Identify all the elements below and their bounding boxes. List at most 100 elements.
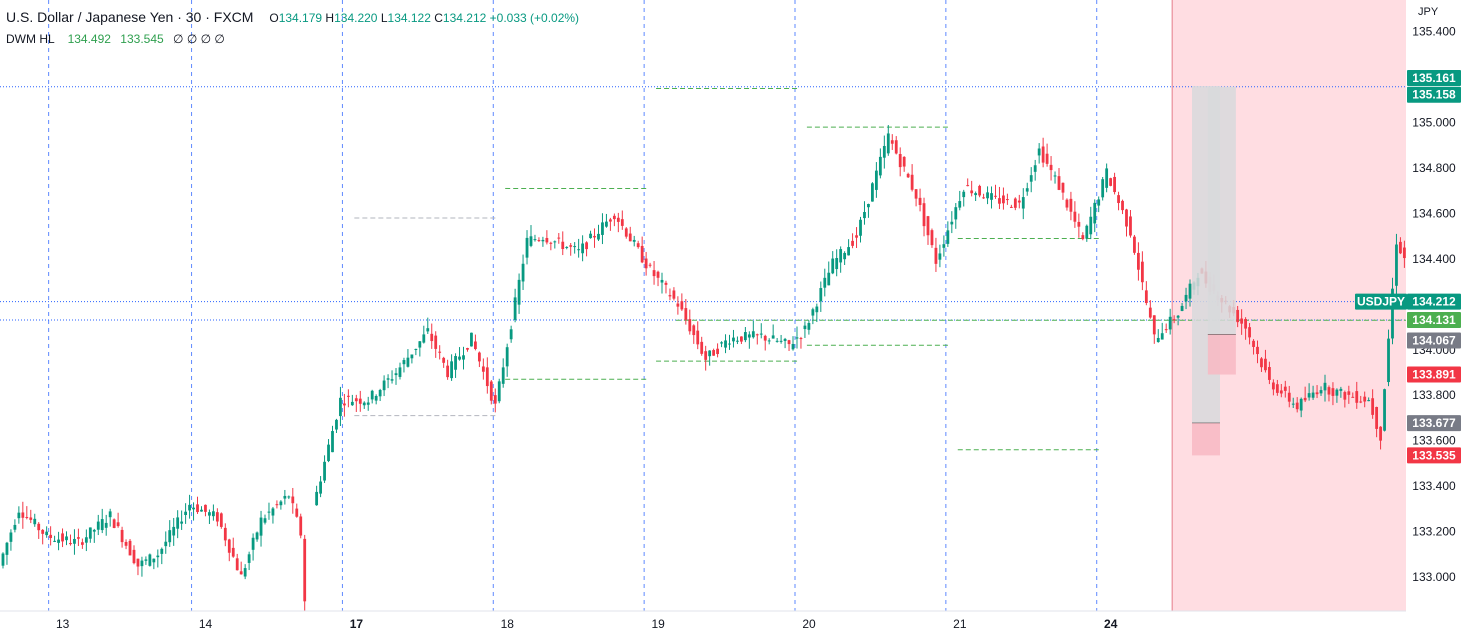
candle-body — [668, 295, 672, 297]
candle-body — [235, 558, 239, 571]
candle-body — [859, 219, 862, 236]
candle-body — [930, 230, 934, 246]
candle-body — [1121, 200, 1124, 211]
candle-body — [481, 366, 485, 372]
candle-body — [485, 367, 489, 387]
price-badge — [1407, 447, 1461, 464]
candle-body — [680, 301, 684, 310]
candle-body — [994, 195, 997, 197]
candle-body — [1009, 206, 1013, 208]
candle-body — [5, 542, 9, 555]
candle-body — [898, 154, 902, 168]
candle-body — [1073, 211, 1077, 222]
candle-body — [489, 381, 493, 401]
candle-body — [537, 240, 541, 242]
candle-body — [49, 534, 53, 539]
candle-body — [720, 342, 723, 344]
candle-body — [390, 379, 394, 381]
candle-body — [1375, 407, 1379, 429]
candle-body — [978, 185, 982, 196]
candle-body — [61, 533, 64, 542]
candle-body — [1065, 199, 1069, 208]
candle-body — [501, 367, 505, 384]
candle-body — [25, 516, 29, 518]
candle-body — [374, 395, 378, 401]
candle-body — [65, 536, 68, 541]
candle-body — [1156, 337, 1160, 343]
candle-body — [466, 348, 469, 350]
candle-body — [1172, 319, 1176, 321]
candle-body — [382, 380, 386, 391]
candle-body — [398, 367, 402, 377]
x-tick-label: 19 — [651, 617, 665, 631]
price-badge-label: 133.535 — [1412, 448, 1456, 462]
candle-body — [128, 540, 132, 556]
candle-body — [204, 504, 207, 512]
close-value: 134.212 — [442, 11, 487, 25]
candle-body — [1315, 392, 1319, 395]
candle-body — [1307, 393, 1311, 398]
candle-body — [227, 539, 231, 553]
candle-body — [664, 282, 668, 285]
candle-body — [9, 532, 13, 542]
candle-body — [358, 398, 362, 404]
x-tick-label: 21 — [953, 617, 967, 631]
change-value: +0.033 (+0.02%) — [489, 11, 580, 25]
candle-body — [1379, 426, 1382, 441]
candle-body — [1160, 333, 1164, 340]
candle-body — [843, 252, 847, 260]
candle-body — [684, 308, 688, 320]
candle-body — [1355, 391, 1359, 403]
candle-body — [263, 518, 267, 523]
candle-body — [628, 233, 632, 242]
candle-body — [1402, 247, 1406, 259]
candle-body — [934, 247, 938, 264]
candle-body — [577, 249, 581, 251]
indicator-name[interactable]: DWM HL — [6, 32, 55, 46]
candle-body — [767, 340, 771, 342]
candle-body — [96, 521, 100, 530]
candle-body — [585, 242, 588, 250]
candle-body — [513, 297, 517, 320]
candle-body — [208, 512, 211, 516]
candle-body — [354, 398, 358, 402]
candle-body — [33, 518, 37, 525]
price-badge — [1407, 86, 1461, 103]
candle-body — [1069, 198, 1073, 212]
price-badge-label: 135.161 — [1412, 71, 1456, 85]
candle-body — [759, 333, 763, 335]
candle-body — [656, 271, 660, 278]
candle-body — [140, 560, 144, 567]
price-badge-label: 134.212 — [1412, 295, 1456, 309]
candle-body — [458, 356, 461, 360]
axis-currency-label[interactable]: JPY — [1418, 6, 1439, 18]
price-badge — [1407, 70, 1461, 87]
candle-body — [77, 537, 80, 539]
x-tick-label: 20 — [802, 617, 816, 631]
candle-body — [21, 512, 25, 518]
candle-body — [474, 341, 477, 350]
indicator-legend[interactable]: DWM HL 134.492 133.545 ∅ ∅ ∅ ∅ — [6, 32, 225, 46]
candle-body — [787, 340, 791, 345]
candle-body — [918, 197, 922, 205]
candle-body — [974, 193, 978, 196]
candle-body — [124, 541, 128, 546]
candle-body — [327, 444, 330, 462]
candle-body — [1291, 403, 1295, 405]
candle-body — [775, 340, 779, 342]
candle-body — [863, 212, 866, 219]
candle-body — [1319, 390, 1323, 394]
candle-body — [37, 523, 41, 531]
candle-body — [243, 568, 247, 577]
candle-body — [1323, 382, 1327, 391]
candle-body — [1129, 216, 1132, 236]
symbol-title[interactable]: U.S. Dollar / Japanese Yen · 30 · FXCM — [6, 9, 254, 25]
indicator-value-1: 134.492 — [67, 32, 111, 46]
candle-body — [831, 258, 835, 274]
candle-body — [1, 553, 5, 566]
price-badge-label: 133.891 — [1412, 368, 1456, 382]
candle-body — [164, 541, 168, 547]
candle-body — [1097, 199, 1101, 206]
candle-body — [477, 352, 481, 362]
